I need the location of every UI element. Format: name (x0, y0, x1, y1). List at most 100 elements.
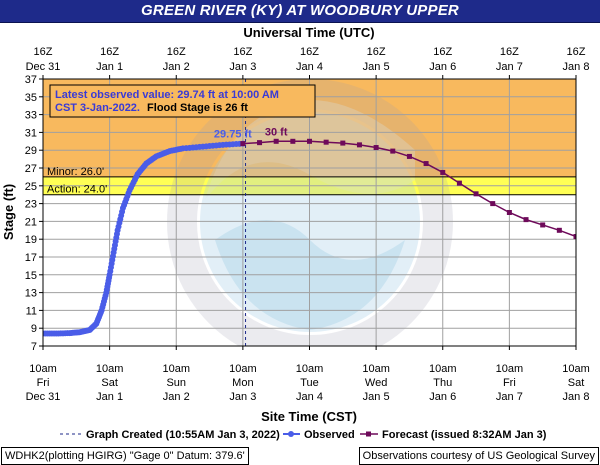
y-tick-label: 7 (31, 341, 37, 353)
bottom-tick-time: 10am (96, 363, 124, 375)
title-bar: GREEN RIVER (KY) AT WOODBURY UPPER (0, 0, 600, 23)
bottom-tick-day: Thu (433, 377, 452, 389)
forecast-point (506, 210, 512, 215)
top-tick-date: Jan 1 (96, 61, 123, 73)
bottom-tick-time: 10am (496, 363, 524, 375)
bottom-tick-date: Jan 5 (363, 391, 390, 403)
forecast-point (240, 141, 246, 147)
legend-forecast-marker (366, 431, 371, 437)
legend-observed-marker (288, 431, 294, 437)
bottom-tick-day: Sun (166, 377, 186, 389)
y-tick-label: 21 (25, 216, 37, 228)
svg-text:CST 3-Jan-2022. Flood St: CST 3-Jan-2022. Flood Stage is 26 ft (55, 102, 248, 114)
y-tick-label: 13 (25, 288, 37, 300)
bottom-tick-date: Jan 2 (163, 391, 190, 403)
bottom-tick-day: Fri (37, 377, 50, 389)
footer-credit: Observations courtesy of US Geological S… (358, 447, 599, 465)
bottom-tick-date: Dec 31 (26, 391, 61, 403)
top-tick-date: Jan 2 (163, 61, 190, 73)
forecast-point (440, 169, 446, 175)
bottom-tick-day: Sat (101, 377, 118, 389)
top-tick-date: Jan 3 (229, 61, 256, 73)
top-tick-date: Jan 5 (363, 61, 390, 73)
bottom-tick-time: 10am (362, 363, 390, 375)
y-tick-label: 31 (25, 127, 37, 139)
info-line-2b: Flood Stage is 26 ft (147, 102, 248, 114)
y-tick-label: 17 (25, 252, 37, 264)
legend: Graph Created (10:55AM Jan 3, 2022) Obse… (60, 429, 547, 441)
top-tick-label: 16Z (433, 46, 452, 58)
bottom-tick-date: Jan 3 (229, 391, 256, 403)
bottom-tick-day: Fri (503, 377, 516, 389)
forecast-point (373, 145, 379, 151)
y-tick-label: 9 (31, 323, 37, 335)
top-tick-label: 16Z (367, 46, 386, 58)
forecast-point (573, 234, 576, 240)
forecast-point (423, 161, 429, 167)
bottom-axis-title: Site Time (CST) (261, 409, 357, 424)
top-tick-label: 16Z (233, 46, 252, 58)
bottom-tick-day: Tue (300, 377, 319, 389)
bottom-tick-date: Jan 4 (296, 391, 323, 403)
top-tick-label: 16Z (100, 46, 119, 58)
forecast-point (390, 148, 396, 154)
bottom-tick-time: 10am (29, 363, 57, 375)
y-tick-label: 25 (25, 181, 37, 193)
forecast-point (406, 153, 412, 159)
y-tick-label: 35 (25, 92, 37, 104)
top-tick-label: 16Z (300, 46, 319, 58)
hydrograph-chart: Minor: 26.0'Action: 24.0' 29.75 ft 30 ft … (1, 25, 590, 441)
legend-observed: Observed (304, 429, 355, 441)
forecast-point (473, 191, 479, 197)
forecast-point (340, 140, 346, 146)
bottom-tick-date: Jan 7 (496, 391, 523, 403)
y-axis-title: Stage (ft) (1, 184, 16, 240)
top-tick-date: Jan 7 (496, 61, 523, 73)
threshold-label: Minor: 26.0' (47, 166, 104, 178)
info-box: Latest observed value: 29.74 ft at 10:00… (49, 84, 316, 118)
top-tick-date: Jan 8 (563, 61, 590, 73)
chart-title: GREEN RIVER (KY) AT WOODBURY UPPER (141, 2, 459, 19)
top-tick-date: Jan 6 (429, 61, 456, 73)
y-tick-label: 33 (25, 110, 37, 122)
forecast-point (323, 139, 329, 145)
forecast-point (556, 227, 562, 233)
bottom-tick-date: Jan 6 (429, 391, 456, 403)
bottom-tick-date: Jan 1 (96, 391, 123, 403)
y-tick-label: 11 (26, 305, 37, 317)
forecast-point (356, 142, 362, 148)
top-tick-date: Jan 4 (296, 61, 323, 73)
forecast-point (290, 138, 296, 144)
forecast-point (257, 140, 263, 146)
top-tick-label: 16Z (167, 46, 186, 58)
forecast-point (540, 222, 546, 228)
bottom-tick-time: 10am (296, 363, 324, 375)
footer-datum: WDHK2(plotting HGIRG) "Gage 0" Datum: 37… (1, 447, 249, 465)
bottom-tick-date: Jan 8 (563, 391, 590, 403)
peak-label: 30 ft (265, 126, 288, 138)
forecast-point (490, 201, 496, 207)
legend-graph-created: Graph Created (10:55AM Jan 3, 2022) (86, 429, 280, 441)
forecast-point (523, 217, 529, 223)
top-axis-title: Universal Time (UTC) (243, 25, 374, 40)
bottom-tick-day: Sat (568, 377, 585, 389)
info-line-1: Latest observed value: 29.74 ft at 10:00… (55, 89, 279, 101)
bottom-tick-time: 10am (562, 363, 590, 375)
forecast-point (273, 138, 279, 144)
top-tick-label: 16Z (567, 46, 586, 58)
y-tick-label: 15 (25, 270, 37, 282)
bottom-tick-day: Mon (232, 377, 253, 389)
forecast-point (307, 138, 312, 144)
y-tick-label: 19 (25, 234, 37, 246)
top-tick-label: 16Z (34, 46, 53, 58)
forecast-point (456, 180, 462, 186)
legend-forecast: Forecast (issued 8:32AM Jan 3) (382, 429, 547, 441)
threshold-label: Action: 24.0' (47, 184, 107, 196)
info-line-2a: CST 3-Jan-2022. (55, 102, 140, 114)
y-tick-label: 29 (25, 145, 37, 157)
bottom-tick-time: 10am (229, 363, 257, 375)
top-tick-date: Dec 31 (26, 61, 61, 73)
y-tick-label: 27 (25, 163, 37, 175)
bottom-tick-time: 10am (162, 363, 190, 375)
y-tick-label: 23 (25, 199, 37, 211)
